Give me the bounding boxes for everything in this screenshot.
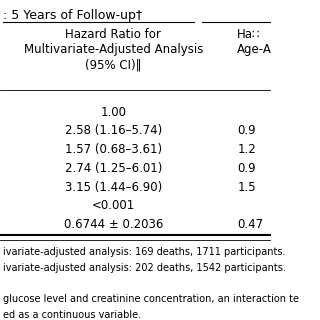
Text: 3.15 (1.44–6.90): 3.15 (1.44–6.90) xyxy=(65,180,162,194)
Text: 1.00: 1.00 xyxy=(100,106,126,119)
Text: ivariate-adjusted analysis: 202 deaths, 1542 participants.: ivariate-adjusted analysis: 202 deaths, … xyxy=(3,263,285,273)
Text: glucose level and creatinine concentration, an interaction te: glucose level and creatinine concentrati… xyxy=(3,294,299,304)
Text: ivariate-adjusted analysis: 169 deaths, 1711 participants.: ivariate-adjusted analysis: 169 deaths, … xyxy=(3,247,285,257)
Text: ed as a continuous variable.: ed as a continuous variable. xyxy=(3,310,141,320)
Text: 1.57 (0.68–3.61): 1.57 (0.68–3.61) xyxy=(65,143,162,156)
Text: 0.9: 0.9 xyxy=(237,124,256,138)
Text: : 5 Years of Follow-up†: : 5 Years of Follow-up† xyxy=(3,9,142,22)
Text: 2.58 (1.16–5.74): 2.58 (1.16–5.74) xyxy=(65,124,162,138)
Text: 1.2: 1.2 xyxy=(237,143,256,156)
Text: 0.47: 0.47 xyxy=(237,218,263,231)
Text: Ha∷
Age-A: Ha∷ Age-A xyxy=(237,28,272,56)
Text: Hazard Ratio for
Multivariate-Adjusted Analysis
(95% CI)‖: Hazard Ratio for Multivariate-Adjusted A… xyxy=(23,28,203,71)
Text: 0.6744 ± 0.2036: 0.6744 ± 0.2036 xyxy=(63,218,163,231)
Text: <0.001: <0.001 xyxy=(92,199,135,212)
Text: 2.74 (1.25–6.01): 2.74 (1.25–6.01) xyxy=(65,162,162,175)
Text: 1.5: 1.5 xyxy=(237,180,256,194)
Text: 0.9: 0.9 xyxy=(237,162,256,175)
